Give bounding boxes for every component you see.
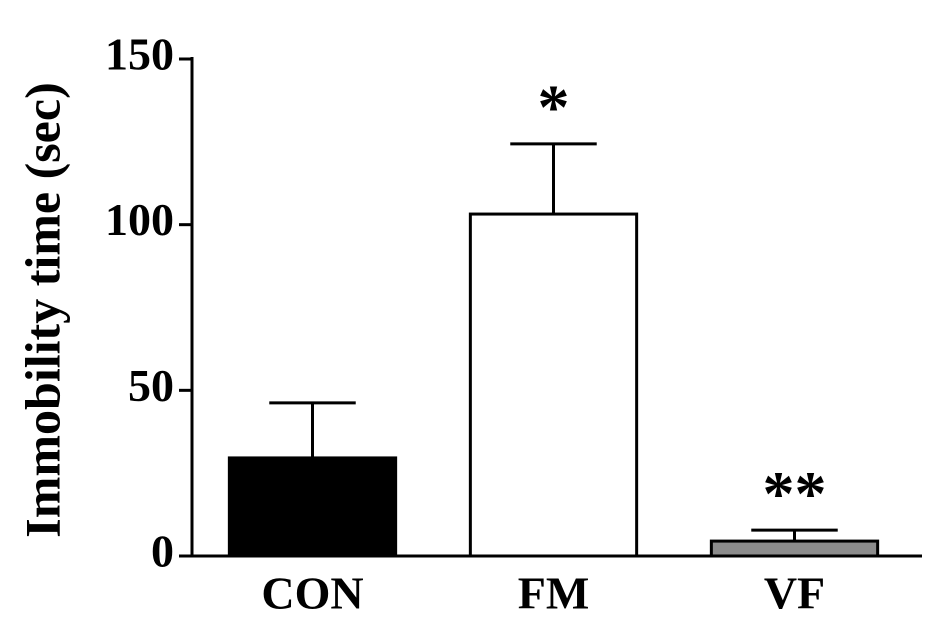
y-tick-label: 100 [105,194,174,245]
y-tick-label: 0 [151,526,174,577]
x-tick-label: FM [518,568,590,619]
x-tick-label: CON [261,568,363,619]
y-tick-label: 150 [105,29,174,80]
y-axis-label: Immobility time (sec) [14,82,70,537]
significance-label: ** [763,458,827,529]
significance-label: * [538,72,570,143]
x-tick-label: VF [764,568,825,619]
bar [227,456,398,558]
y-tick-label: 50 [128,360,174,411]
bar [468,212,639,558]
bar [709,539,880,558]
